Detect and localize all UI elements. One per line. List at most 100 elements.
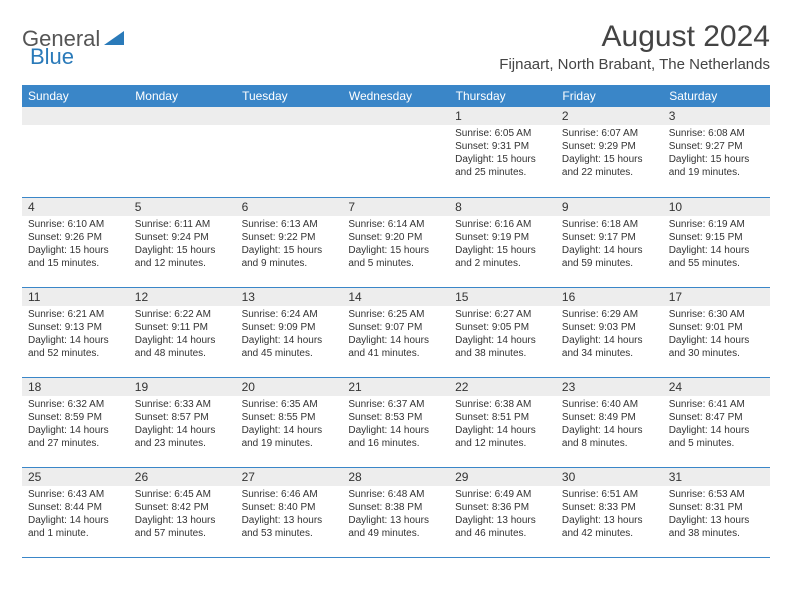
calendar-cell [342, 107, 449, 197]
title-block: August 2024 Fijnaart, North Brabant, The… [499, 20, 770, 73]
calendar-cell: 12 Sunrise: 6:22 AMSunset: 9:11 PMDayligh… [129, 287, 236, 377]
calendar-cell [129, 107, 236, 197]
day-info: Sunrise: 6:32 AMSunset: 8:59 PMDaylight:… [22, 398, 129, 454]
day-number: 6 [236, 198, 343, 216]
calendar-cell: 4 Sunrise: 6:10 AMSunset: 9:26 PMDaylight… [22, 197, 129, 287]
day-info: Sunrise: 6:14 AMSunset: 9:20 PMDaylight:… [342, 218, 449, 274]
day-number: 28 [342, 468, 449, 486]
day-info: Sunrise: 6:53 AMSunset: 8:31 PMDaylight:… [663, 488, 770, 544]
day-number: 12 [129, 288, 236, 306]
day-number: 25 [22, 468, 129, 486]
day-info: Sunrise: 6:30 AMSunset: 9:01 PMDaylight:… [663, 308, 770, 364]
day-info: Sunrise: 6:24 AMSunset: 9:09 PMDaylight:… [236, 308, 343, 364]
day-info: Sunrise: 6:25 AMSunset: 9:07 PMDaylight:… [342, 308, 449, 364]
day-number: 18 [22, 378, 129, 396]
calendar-cell: 5 Sunrise: 6:11 AMSunset: 9:24 PMDaylight… [129, 197, 236, 287]
calendar-week-row: 4 Sunrise: 6:10 AMSunset: 9:26 PMDaylight… [22, 197, 770, 287]
calendar-cell: 24 Sunrise: 6:41 AMSunset: 8:47 PMDayligh… [663, 377, 770, 467]
calendar-body: 1Sunrise: 6:05 AMSunset: 9:31 PMDaylight… [22, 107, 770, 557]
calendar-week-row: 1Sunrise: 6:05 AMSunset: 9:31 PMDaylight… [22, 107, 770, 197]
day-info: Sunrise: 6:38 AMSunset: 8:51 PMDaylight:… [449, 398, 556, 454]
calendar-cell: 15Sunrise: 6:27 AMSunset: 9:05 PMDayligh… [449, 287, 556, 377]
calendar-cell: 13 Sunrise: 6:24 AMSunset: 9:09 PMDayligh… [236, 287, 343, 377]
location: Fijnaart, North Brabant, The Netherlands [499, 56, 770, 73]
calendar-cell: 25 Sunrise: 6:43 AMSunset: 8:44 PMDayligh… [22, 467, 129, 557]
day-number: 21 [342, 378, 449, 396]
day-info: Sunrise: 6:46 AMSunset: 8:40 PMDaylight:… [236, 488, 343, 544]
day-number: 31 [663, 468, 770, 486]
day-info: Sunrise: 6:05 AMSunset: 9:31 PMDaylight:… [449, 127, 556, 183]
day-info: Sunrise: 6:08 AMSunset: 9:27 PMDaylight:… [663, 127, 770, 183]
calendar-cell: 6 Sunrise: 6:13 AMSunset: 9:22 PMDaylight… [236, 197, 343, 287]
day-info: Sunrise: 6:43 AMSunset: 8:44 PMDaylight:… [22, 488, 129, 544]
day-number: 14 [342, 288, 449, 306]
logo-triangle-icon [104, 29, 124, 50]
calendar-header-row: SundayMondayTuesdayWednesdayThursdayFrid… [22, 85, 770, 107]
day-header: Monday [129, 85, 236, 107]
day-info: Sunrise: 6:37 AMSunset: 8:53 PMDaylight:… [342, 398, 449, 454]
calendar-cell: 17Sunrise: 6:30 AMSunset: 9:01 PMDayligh… [663, 287, 770, 377]
day-number: 23 [556, 378, 663, 396]
day-info: Sunrise: 6:33 AMSunset: 8:57 PMDaylight:… [129, 398, 236, 454]
day-info: Sunrise: 6:35 AMSunset: 8:55 PMDaylight:… [236, 398, 343, 454]
day-header: Tuesday [236, 85, 343, 107]
calendar-cell: 18 Sunrise: 6:32 AMSunset: 8:59 PMDayligh… [22, 377, 129, 467]
day-number: 8 [449, 198, 556, 216]
calendar-cell: 22 Sunrise: 6:38 AMSunset: 8:51 PMDayligh… [449, 377, 556, 467]
day-number: 22 [449, 378, 556, 396]
day-info: Sunrise: 6:21 AMSunset: 9:13 PMDaylight:… [22, 308, 129, 364]
calendar-cell: 8 Sunrise: 6:16 AMSunset: 9:19 PMDaylight… [449, 197, 556, 287]
day-number: 27 [236, 468, 343, 486]
calendar-cell: 29 Sunrise: 6:49 AMSunset: 8:36 PMDayligh… [449, 467, 556, 557]
day-header: Wednesday [342, 85, 449, 107]
day-info: Sunrise: 6:40 AMSunset: 8:49 PMDaylight:… [556, 398, 663, 454]
day-info: Sunrise: 6:07 AMSunset: 9:29 PMDaylight:… [556, 127, 663, 183]
calendar-cell: 9Sunrise: 6:18 AMSunset: 9:17 PMDaylight… [556, 197, 663, 287]
day-header: Saturday [663, 85, 770, 107]
calendar-cell: 30 Sunrise: 6:51 AMSunset: 8:33 PMDayligh… [556, 467, 663, 557]
day-number: 30 [556, 468, 663, 486]
calendar-cell: 19 Sunrise: 6:33 AMSunset: 8:57 PMDayligh… [129, 377, 236, 467]
day-number: 29 [449, 468, 556, 486]
day-info: Sunrise: 6:45 AMSunset: 8:42 PMDaylight:… [129, 488, 236, 544]
day-number: 7 [342, 198, 449, 216]
day-info: Sunrise: 6:11 AMSunset: 9:24 PMDaylight:… [129, 218, 236, 274]
day-info: Sunrise: 6:51 AMSunset: 8:33 PMDaylight:… [556, 488, 663, 544]
day-number: 26 [129, 468, 236, 486]
day-number: 13 [236, 288, 343, 306]
calendar-week-row: 18 Sunrise: 6:32 AMSunset: 8:59 PMDayligh… [22, 377, 770, 467]
calendar-cell: 16 Sunrise: 6:29 AMSunset: 9:03 PMDayligh… [556, 287, 663, 377]
day-info: Sunrise: 6:48 AMSunset: 8:38 PMDaylight:… [342, 488, 449, 544]
calendar-week-row: 25 Sunrise: 6:43 AMSunset: 8:44 PMDayligh… [22, 467, 770, 557]
day-number: 19 [129, 378, 236, 396]
calendar-table: SundayMondayTuesdayWednesdayThursdayFrid… [22, 85, 770, 558]
day-info: Sunrise: 6:18 AMSunset: 9:17 PMDaylight:… [556, 218, 663, 274]
calendar-cell: 21 Sunrise: 6:37 AMSunset: 8:53 PMDayligh… [342, 377, 449, 467]
day-header: Friday [556, 85, 663, 107]
day-number: 24 [663, 378, 770, 396]
day-number: 5 [129, 198, 236, 216]
day-info: Sunrise: 6:19 AMSunset: 9:15 PMDaylight:… [663, 218, 770, 274]
day-info: Sunrise: 6:41 AMSunset: 8:47 PMDaylight:… [663, 398, 770, 454]
day-info: Sunrise: 6:49 AMSunset: 8:36 PMDaylight:… [449, 488, 556, 544]
calendar-cell: 27 Sunrise: 6:46 AMSunset: 8:40 PMDayligh… [236, 467, 343, 557]
day-number: 3 [663, 107, 770, 125]
day-number: 16 [556, 288, 663, 306]
calendar-cell: 23 Sunrise: 6:40 AMSunset: 8:49 PMDayligh… [556, 377, 663, 467]
calendar-cell: 1Sunrise: 6:05 AMSunset: 9:31 PMDaylight… [449, 107, 556, 197]
day-number: 15 [449, 288, 556, 306]
calendar-cell: 26 Sunrise: 6:45 AMSunset: 8:42 PMDayligh… [129, 467, 236, 557]
day-info: Sunrise: 6:10 AMSunset: 9:26 PMDaylight:… [22, 218, 129, 274]
day-number: 4 [22, 198, 129, 216]
calendar-cell: 10 Sunrise: 6:19 AMSunset: 9:15 PMDayligh… [663, 197, 770, 287]
day-info: Sunrise: 6:29 AMSunset: 9:03 PMDaylight:… [556, 308, 663, 364]
day-number: 10 [663, 198, 770, 216]
day-info: Sunrise: 6:16 AMSunset: 9:19 PMDaylight:… [449, 218, 556, 274]
header: General August 2024 Fijnaart, North Brab… [22, 20, 770, 73]
calendar-cell: 2Sunrise: 6:07 AMSunset: 9:29 PMDaylight… [556, 107, 663, 197]
day-number: 20 [236, 378, 343, 396]
day-info: Sunrise: 6:13 AMSunset: 9:22 PMDaylight:… [236, 218, 343, 274]
day-header: Sunday [22, 85, 129, 107]
calendar-cell: 3 Sunrise: 6:08 AMSunset: 9:27 PMDaylight… [663, 107, 770, 197]
day-info: Sunrise: 6:22 AMSunset: 9:11 PMDaylight:… [129, 308, 236, 364]
